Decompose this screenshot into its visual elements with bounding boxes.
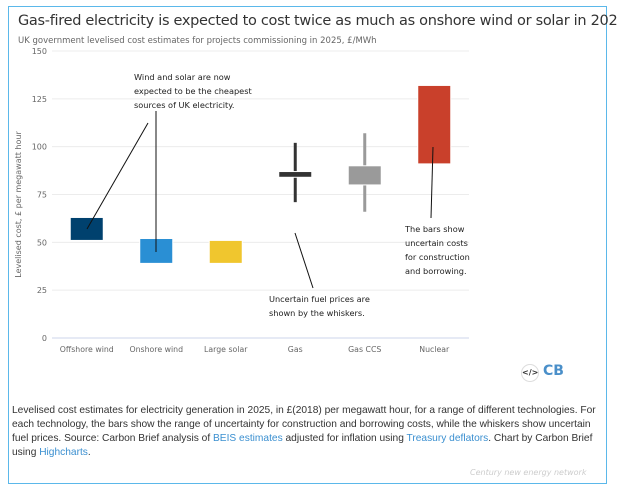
caption-text: Levelised cost estimates for electricity…	[12, 405, 596, 444]
carbon-brief-logo[interactable]: CB	[543, 363, 564, 379]
range-bar	[69, 216, 104, 241]
range-bar	[347, 165, 382, 186]
chart-frame	[8, 6, 607, 484]
chart-title: Gas-fired electricity is expected to cos…	[18, 13, 618, 29]
x-tick-label: Gas	[288, 345, 303, 354]
chart-svg: 0 25 50 75 100 125 150 Levelised cost, £ per me…	[14, 47, 469, 354]
x-tick-label: Nuclear	[419, 345, 450, 354]
annotation-line: Uncertain fuel prices are	[269, 294, 370, 304]
watermark: Century new energy network	[470, 468, 587, 477]
annotation-line: expected to be the cheapest	[134, 86, 252, 96]
caption-text: .	[87, 447, 91, 458]
annotation-line: for construction	[405, 252, 470, 262]
annotation-line: The bars show	[405, 224, 465, 234]
range-bar	[417, 84, 452, 165]
annotation-wind-solar: Wind and solar are now expected to be th…	[134, 70, 252, 112]
annotation-line: sources of UK electricity.	[134, 100, 235, 110]
code-icon[interactable]: </>	[521, 364, 539, 382]
annotation-line: shown by the whiskers.	[269, 308, 365, 318]
annotation-line: Wind and solar are now	[134, 72, 231, 82]
annotation-pointer	[430, 146, 434, 219]
range-bar	[278, 171, 313, 178]
annotation-line: uncertain costs	[405, 238, 468, 248]
highcharts-link[interactable]: Highcharts	[39, 447, 88, 458]
chart-subtitle: UK government levelised cost estimates f…	[18, 36, 377, 46]
annotation-pointer	[294, 232, 314, 289]
annotation-fuel-prices: Uncertain fuel prices are shown by the w…	[269, 292, 370, 320]
annotation-bars: The bars show uncertain costs for constr…	[405, 222, 470, 278]
treasury-link[interactable]: Treasury deflators	[406, 433, 489, 444]
range-bar	[208, 239, 243, 264]
y-axis-label: Levelised cost, £ per megawatt hour	[14, 131, 23, 278]
annotation-line: and borrowing.	[405, 266, 467, 276]
x-tick-label: Offshore wind	[60, 345, 114, 354]
y-tick-label: 125	[32, 95, 47, 104]
y-tick-label: 50	[37, 238, 47, 247]
y-tick-label: 150	[32, 47, 47, 56]
y-tick-label: 75	[37, 191, 47, 200]
annotation-pointer	[86, 122, 149, 230]
x-tick-label: Large solar	[204, 345, 248, 354]
caption-text: . Chart by Carbon Brief using	[12, 433, 593, 458]
x-tick-label: Onshore wind	[129, 345, 183, 354]
beis-link[interactable]: BEIS estimates	[213, 433, 283, 444]
chart-caption: Levelised cost estimates for electricity…	[12, 404, 607, 460]
y-tick-label: 0	[42, 334, 47, 343]
y-tick-label: 100	[32, 143, 47, 152]
caption-text: adjusted for inflation using	[282, 433, 407, 444]
x-tick-label: Gas CCS	[348, 345, 381, 354]
y-tick-label: 25	[37, 286, 47, 295]
